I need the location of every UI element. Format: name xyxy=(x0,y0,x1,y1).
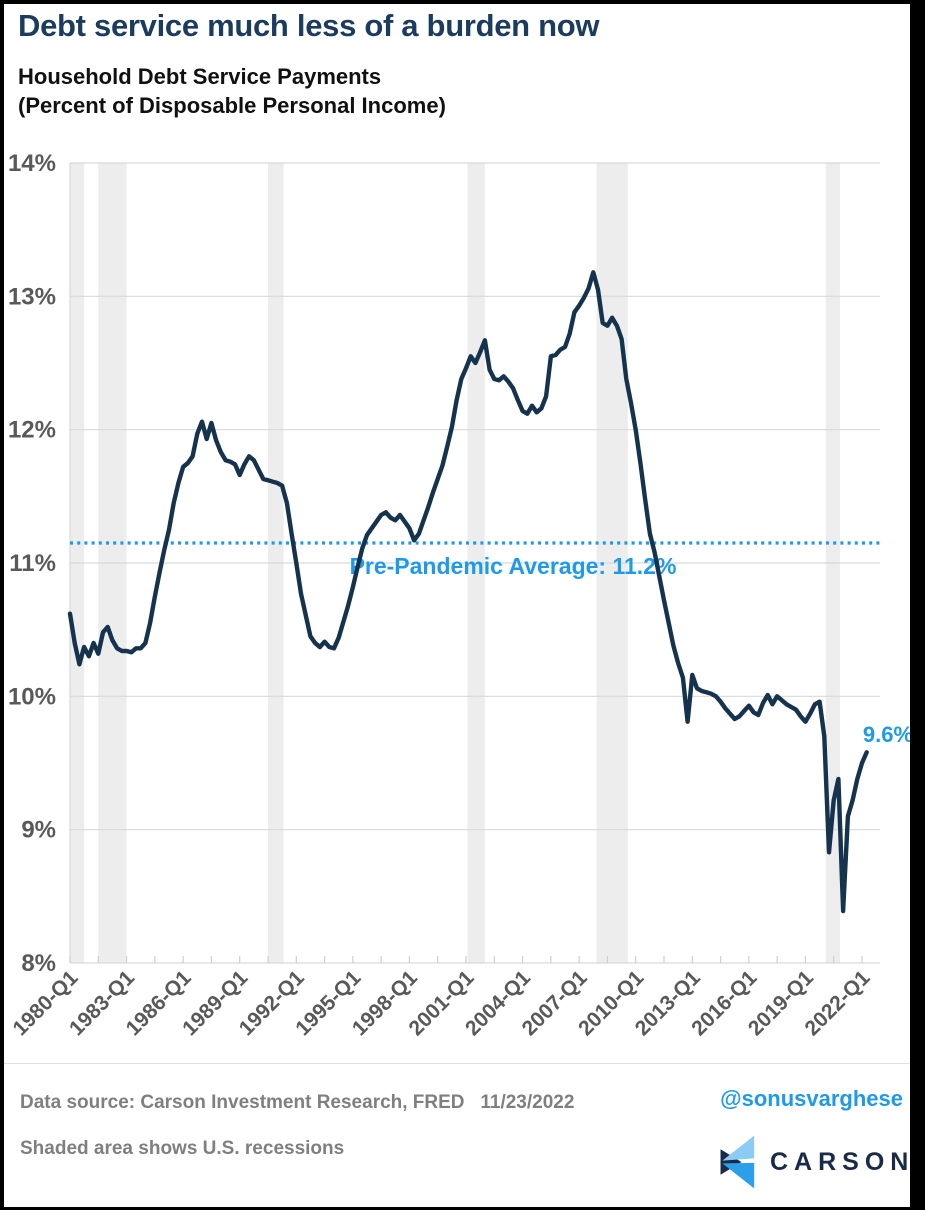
chart-subtitle-line2: (Percent of Disposable Personal Income) xyxy=(18,93,446,118)
y-axis-tick-label: 12% xyxy=(8,417,56,444)
y-axis-tick-label: 11% xyxy=(9,550,56,577)
y-axis-tick-label: 10% xyxy=(8,683,56,710)
footer-divider xyxy=(4,1063,910,1064)
frame-border-left xyxy=(0,0,4,1210)
average-annotation: Pre-Pandemic Average: 11.2% xyxy=(350,553,677,579)
y-axis-tick-label: 14% xyxy=(8,150,56,177)
carson-logo-text: CARSON xyxy=(770,1147,915,1176)
frame-border-top xyxy=(0,0,925,4)
frame-border-right xyxy=(910,0,925,1210)
chart-subtitle-line1: Household Debt Service Payments xyxy=(18,64,382,89)
recession-note-text: Shaded area shows U.S. recessions xyxy=(20,1138,345,1159)
y-axis-tick-label: 9% xyxy=(21,817,56,844)
debt-service-line xyxy=(67,270,869,914)
debt-service-line-chart: 14%13%12%11%10%9%8%1980-Q11983-Q11986-Q1… xyxy=(8,150,913,1040)
y-axis-tick-label: 13% xyxy=(8,283,56,310)
frame-border-bottom xyxy=(0,1207,925,1210)
y-axis-tick-label: 8% xyxy=(21,950,56,977)
carson-logo: CARSON xyxy=(716,1134,914,1190)
chart-subtitle: Household Debt Service Payments (Percent… xyxy=(18,62,718,120)
page-title: Debt service much less of a burden now xyxy=(18,8,600,43)
twitter-handle: @sonusvarghese xyxy=(720,1086,903,1111)
carson-logo-icon xyxy=(720,1135,755,1189)
latest-value-label: 9.6% xyxy=(863,722,913,747)
data-source-text: Data source: Carson Investment Research,… xyxy=(20,1092,575,1113)
